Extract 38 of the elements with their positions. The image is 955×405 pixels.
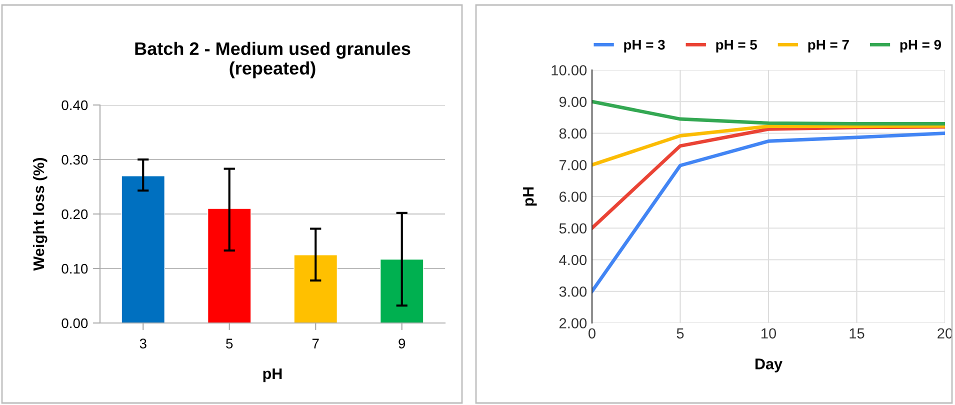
x-tick-label: 15 <box>850 328 864 339</box>
chart-title: Batch 2 - Medium used granules (repeated) <box>135 42 410 78</box>
bar <box>294 254 338 323</box>
legend-label: pH = 5 <box>716 40 758 52</box>
y-tick-label: 0.30 <box>62 154 88 165</box>
y-axis-title: pH <box>523 187 537 206</box>
line-series <box>592 124 945 167</box>
y-tick-label: 0.20 <box>62 209 88 220</box>
x-tick-label: 9 <box>398 338 406 348</box>
x-axis-title: pH <box>263 368 282 382</box>
x-tick-label: 10 <box>762 328 776 339</box>
y-tick-label: 2.00 <box>559 318 587 328</box>
y-tick-label: 0.10 <box>62 264 88 274</box>
line-series <box>592 132 945 294</box>
legend-label: pH = 3 <box>624 40 665 52</box>
x-tick-label: 5 <box>226 338 233 348</box>
x-tick-label: 0 <box>588 328 596 339</box>
x-tick-label: 7 <box>312 338 319 348</box>
x-axis-title: Day <box>756 358 782 372</box>
y-tick-label: 5.00 <box>559 223 587 234</box>
y-axis-title: Weight loss (%) <box>32 158 48 271</box>
y-tick-label: 6.00 <box>560 192 587 202</box>
y-tick-label: 4.00 <box>559 254 587 266</box>
legend-label: pH = 7 <box>808 40 849 52</box>
x-tick-label: 3 <box>140 338 146 348</box>
y-tick-label: 0.40 <box>62 100 88 110</box>
y-tick-label: 3.00 <box>559 286 587 297</box>
y-tick-label: 0.00 <box>62 318 88 328</box>
y-tick-label: 9.00 <box>559 96 587 108</box>
x-tick-label: 5 <box>676 328 684 339</box>
bar <box>380 258 424 323</box>
bar <box>207 208 252 323</box>
y-tick-label: 8.00 <box>559 128 587 139</box>
y-tick-label: 7.00 <box>560 160 587 170</box>
line-series <box>592 100 945 126</box>
bar <box>121 176 166 323</box>
legend-label: pH = 9 <box>900 40 942 52</box>
y-tick-label: 10.00 <box>552 65 587 76</box>
